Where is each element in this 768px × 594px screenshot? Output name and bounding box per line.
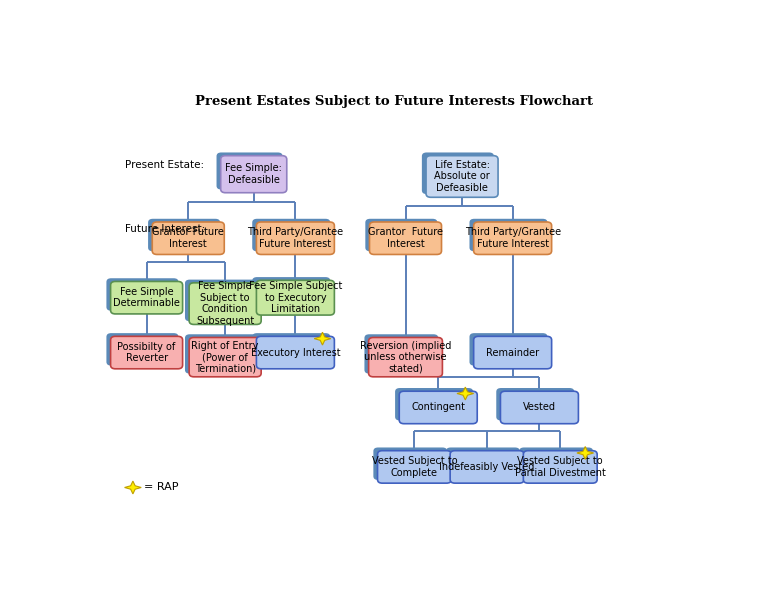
Polygon shape (124, 481, 141, 494)
Text: Fee Simple
Determinable: Fee Simple Determinable (113, 287, 180, 308)
FancyBboxPatch shape (365, 334, 439, 374)
FancyBboxPatch shape (148, 219, 220, 251)
FancyBboxPatch shape (501, 391, 578, 424)
FancyBboxPatch shape (185, 334, 257, 374)
FancyBboxPatch shape (152, 222, 224, 254)
Text: Future Interest:: Future Interest: (124, 224, 205, 234)
Text: Vested: Vested (523, 403, 556, 412)
FancyBboxPatch shape (378, 451, 452, 483)
FancyBboxPatch shape (111, 336, 183, 369)
FancyBboxPatch shape (185, 280, 257, 321)
Text: Reversion (implied
unless otherwise
stated): Reversion (implied unless otherwise stat… (360, 340, 451, 374)
Polygon shape (577, 447, 594, 459)
Text: Possibilty of
Reverter: Possibilty of Reverter (118, 342, 176, 364)
Text: Grantor  Future
Interest: Grantor Future Interest (368, 228, 443, 249)
FancyBboxPatch shape (111, 282, 183, 314)
FancyBboxPatch shape (252, 219, 330, 251)
FancyBboxPatch shape (395, 388, 473, 421)
FancyBboxPatch shape (189, 283, 261, 324)
Text: Vested Subject to
Complete: Vested Subject to Complete (372, 456, 457, 478)
FancyBboxPatch shape (366, 219, 437, 251)
FancyBboxPatch shape (373, 447, 447, 480)
FancyBboxPatch shape (107, 333, 178, 365)
FancyBboxPatch shape (107, 278, 178, 311)
Text: Contingent: Contingent (411, 403, 465, 412)
FancyBboxPatch shape (450, 451, 524, 483)
Polygon shape (457, 387, 474, 400)
Text: Fee Simple
Subject to
Condition
Subsequent: Fee Simple Subject to Condition Subseque… (196, 281, 254, 326)
Text: Executory Interest: Executory Interest (250, 347, 340, 358)
Text: Grantor Future
Interest: Grantor Future Interest (152, 228, 224, 249)
FancyBboxPatch shape (257, 280, 334, 315)
Text: Third Party/Grantee
Future Interest: Third Party/Grantee Future Interest (465, 228, 561, 249)
Text: Vested Subject to
Partial Divestment: Vested Subject to Partial Divestment (515, 456, 606, 478)
FancyBboxPatch shape (252, 333, 330, 365)
FancyBboxPatch shape (257, 336, 334, 369)
Text: Present Estates Subject to Future Interests Flowchart: Present Estates Subject to Future Intere… (194, 94, 593, 108)
Text: Right of Entry
(Power of
Termination): Right of Entry (Power of Termination) (191, 340, 259, 374)
FancyBboxPatch shape (369, 222, 442, 254)
Text: Fee Simple:
Defeasible: Fee Simple: Defeasible (225, 163, 282, 185)
FancyBboxPatch shape (469, 333, 548, 365)
FancyBboxPatch shape (217, 153, 283, 189)
FancyBboxPatch shape (252, 277, 330, 312)
Text: Present Estate:: Present Estate: (124, 160, 204, 170)
FancyBboxPatch shape (426, 156, 498, 197)
Text: Third Party/Grantee
Future Interest: Third Party/Grantee Future Interest (247, 228, 343, 249)
Text: Fee Simple Subject
to Executory
Limitation: Fee Simple Subject to Executory Limitati… (249, 281, 342, 314)
Text: Indefeasibly Vested: Indefeasibly Vested (439, 462, 535, 472)
FancyBboxPatch shape (523, 451, 598, 483)
FancyBboxPatch shape (474, 336, 551, 369)
FancyBboxPatch shape (446, 447, 520, 480)
FancyBboxPatch shape (422, 153, 494, 194)
Text: Life Estate:
Absolute or
Defeasible: Life Estate: Absolute or Defeasible (434, 160, 490, 193)
Text: Remainder: Remainder (486, 347, 539, 358)
FancyBboxPatch shape (257, 222, 334, 254)
FancyBboxPatch shape (369, 337, 442, 377)
FancyBboxPatch shape (474, 222, 551, 254)
FancyBboxPatch shape (220, 156, 286, 192)
FancyBboxPatch shape (519, 447, 593, 480)
Text: = RAP: = RAP (144, 482, 178, 492)
FancyBboxPatch shape (496, 388, 574, 421)
FancyBboxPatch shape (399, 391, 477, 424)
FancyBboxPatch shape (189, 337, 261, 377)
Polygon shape (314, 332, 331, 345)
FancyBboxPatch shape (469, 219, 548, 251)
